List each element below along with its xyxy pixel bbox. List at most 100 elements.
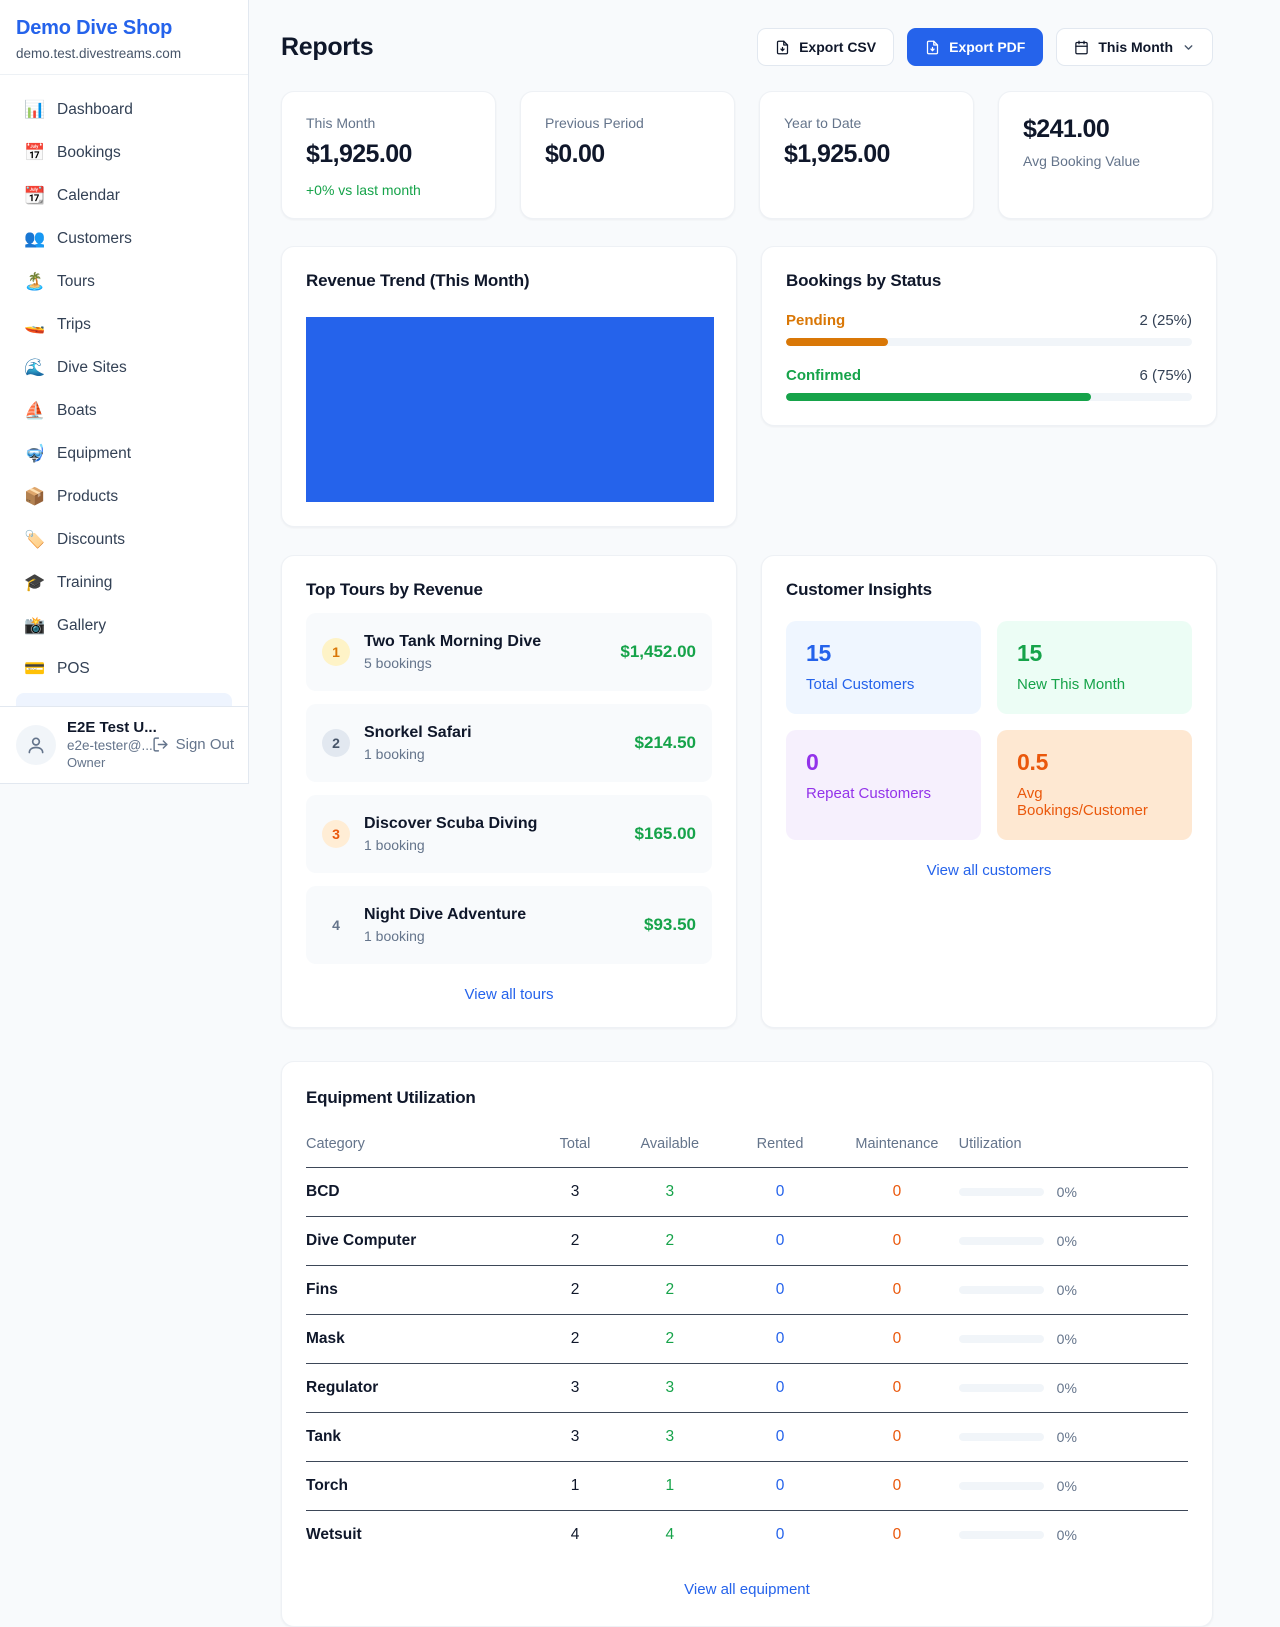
period-dropdown[interactable]: This Month <box>1056 28 1213 66</box>
tour-revenue: $214.50 <box>634 733 696 752</box>
export-csv-label: Export CSV <box>799 39 877 55</box>
sidebar-item-customers[interactable]: 👥 Customers <box>8 220 240 258</box>
sidebar-header: Demo Dive Shop demo.test.divestreams.com <box>0 0 248 75</box>
tour-bookings: 1 booking <box>364 928 425 944</box>
cell-available: 2 <box>614 1314 725 1364</box>
utilization-text: 0% <box>1056 1184 1077 1200</box>
sidebar-item-equipment[interactable]: 🤿 Equipment <box>8 435 240 473</box>
sidebar-item-bookings[interactable]: 📅 Bookings <box>8 134 240 172</box>
column-header-category: Category <box>306 1124 536 1168</box>
sidebar-item-discounts[interactable]: 🏷️ Discounts <box>8 521 240 559</box>
sidebar-item-gallery[interactable]: 📸 Gallery <box>8 607 240 645</box>
bookings-by-status-panel: Bookings by Status Pending 2 (25%) Confi… <box>761 246 1217 426</box>
revenue-trend-panel: Revenue Trend (This Month) <box>281 246 737 527</box>
sidebar-item-label: Dive Sites <box>57 359 127 376</box>
stat-label: Previous Period <box>545 115 644 131</box>
cell-total: 3 <box>535 1363 615 1413</box>
page-header: Reports Export CSV Export PDF <box>281 28 1213 66</box>
column-header-total: Total <box>535 1124 615 1168</box>
sidebar-item-products[interactable]: 📦 Products <box>8 478 240 516</box>
equipment-utilization-panel: Equipment Utilization Category Total Ava… <box>281 1061 1213 1627</box>
table-row: Torch 1 1 0 0 0% <box>306 1461 1188 1511</box>
table-row: BCD 3 3 0 0 0% <box>306 1167 1188 1217</box>
view-all-tours-link[interactable]: View all tours <box>464 986 554 1003</box>
utilization-bar <box>958 1531 1044 1539</box>
tour-name: Night Dive Adventure <box>364 906 527 923</box>
tile-value: 0.5 <box>1017 749 1049 775</box>
tour-name: Two Tank Morning Dive <box>364 633 542 650</box>
cell-maintenance: 0 <box>835 1216 959 1266</box>
sidebar-item-reports-partial[interactable] <box>16 693 232 706</box>
cell-rented: 0 <box>724 1363 836 1413</box>
cell-total: 2 <box>535 1265 615 1315</box>
cell-maintenance: 0 <box>835 1314 959 1364</box>
status-bar-fill <box>786 393 1091 401</box>
file-icon <box>776 40 789 54</box>
tile-avg-bookings-customer: 0.5 Avg Bookings/Customer <box>997 730 1192 840</box>
tour-bookings: 5 bookings <box>364 655 432 671</box>
sidebar-item-label: Tours <box>57 273 95 290</box>
column-header-rented: Rented <box>724 1124 836 1168</box>
view-all-equipment-link[interactable]: View all equipment <box>684 1581 810 1598</box>
cell-rented: 0 <box>775 1526 785 1543</box>
tile-label: Total Customers <box>806 676 915 693</box>
revenue-trend-title: Revenue Trend (This Month) <box>306 271 530 290</box>
tour-item: 1 Two Tank Morning Dive 5 bookings $1,45… <box>306 613 712 691</box>
equipment-table: Category Total Available Rented Maintena… <box>306 1124 1188 1559</box>
sign-out-button[interactable]: Sign Out <box>152 736 234 753</box>
cell-maintenance: 0 <box>835 1363 959 1413</box>
sidebar-item-label: Calendar <box>57 187 120 204</box>
utilization-text: 0% <box>1056 1429 1077 1445</box>
status-row-pending: Pending 2 (25%) <box>786 312 1192 346</box>
table-row: Fins 2 2 0 0 0% <box>306 1265 1188 1315</box>
cell-rented: 0 <box>724 1314 836 1364</box>
view-all-customers-link[interactable]: View all customers <box>926 862 1052 879</box>
sidebar-item-training[interactable]: 🎓 Training <box>8 564 240 602</box>
user-role: Owner <box>67 755 106 770</box>
sidebar-item-trips[interactable]: 🚤 Trips <box>8 306 240 344</box>
cell-category: Tank <box>306 1412 536 1462</box>
user-info: E2E Test U... e2e-tester@... Owner <box>67 719 157 770</box>
sidebar-item-boats[interactable]: ⛵ Boats <box>8 392 240 430</box>
customer-insights-panel: Customer Insights 15 Total Customers 15 … <box>761 555 1217 1028</box>
stat-card-previous-period: Previous Period $0.00 <box>520 91 735 219</box>
sidebar-item-tours[interactable]: 🏝️ Tours <box>8 263 240 301</box>
cell-utilization: 0% <box>958 1511 1188 1560</box>
shop-name: Demo Dive Shop <box>16 17 173 39</box>
sidebar-item-pos[interactable]: 💳 POS <box>8 650 240 688</box>
table-row: Tank 3 3 0 0 0% <box>306 1412 1188 1462</box>
export-csv-button[interactable]: Export CSV <box>757 28 895 66</box>
export-pdf-button[interactable]: Export PDF <box>907 28 1044 66</box>
column-header-maintenance: Maintenance <box>835 1124 959 1168</box>
cell-available: 3 <box>614 1167 725 1217</box>
cell-available: 3 <box>614 1363 725 1413</box>
stat-delta: +0% vs last month <box>306 182 421 198</box>
utilization-bar <box>958 1237 1044 1245</box>
calendar-icon: 📆 <box>24 186 46 205</box>
file-icon <box>926 40 939 54</box>
sidebar-item-calendar[interactable]: 📆 Calendar <box>8 177 240 215</box>
status-bar-fill <box>786 338 888 346</box>
sidebar-item-label: Products <box>57 488 119 505</box>
sidebar-item-dashboard[interactable]: 📊 Dashboard <box>8 91 240 129</box>
logout-icon <box>153 737 168 752</box>
sidebar-item-label: Customers <box>57 230 132 247</box>
stat-value: $1,925.00 <box>306 140 412 168</box>
bookings-by-status-title: Bookings by Status <box>786 271 942 290</box>
sidebar-item-label: Dashboard <box>57 101 133 118</box>
utilization-bar <box>958 1384 1044 1392</box>
stat-value: $1,925.00 <box>784 140 890 168</box>
utilization-bar <box>958 1188 1044 1196</box>
boats-icon: ⛵ <box>24 401 46 420</box>
cell-maintenance: 0 <box>835 1461 959 1511</box>
tile-total-customers: 15 Total Customers <box>786 621 981 714</box>
cell-rented: 0 <box>724 1265 836 1315</box>
sidebar-item-dive-sites[interactable]: 🌊 Dive Sites <box>8 349 240 387</box>
customer-insights-title: Customer Insights <box>786 580 932 599</box>
cell-total: 3 <box>535 1412 615 1462</box>
tour-revenue: $165.00 <box>634 824 696 843</box>
sign-out-label: Sign Out <box>175 736 234 753</box>
tour-item: 4 Night Dive Adventure 1 booking $93.50 <box>306 886 712 964</box>
column-header-available: Available <box>614 1124 725 1168</box>
sidebar-item-label: Training <box>57 574 113 591</box>
